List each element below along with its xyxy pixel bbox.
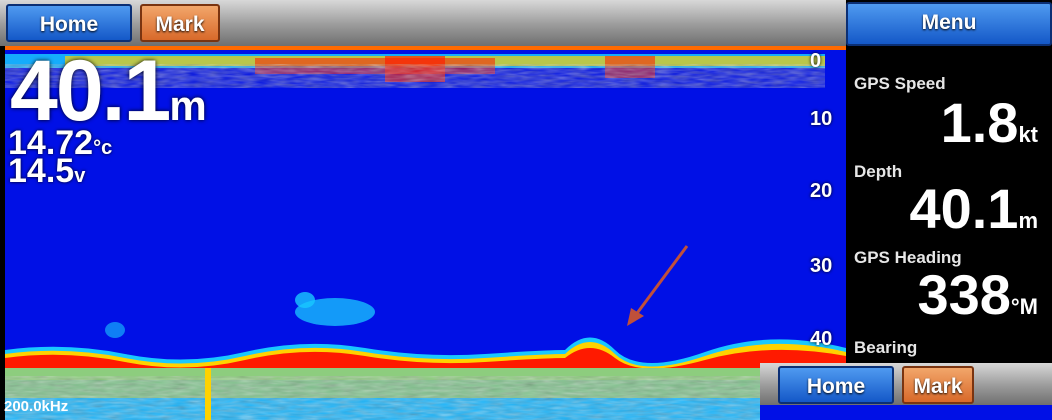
depth-scale-30: 30 (810, 255, 833, 277)
mark-button[interactable]: Mark (140, 4, 220, 42)
gps-heading-readout: 338°M (917, 263, 1038, 326)
data-panel: Menu GPS Speed 1.8kt Depth 40.1m GPS Hea… (846, 0, 1052, 420)
gps-speed-readout: 1.8kt (940, 91, 1038, 154)
surface-line (5, 46, 846, 50)
inset-sonar-strip (760, 405, 1052, 420)
water-temperature: 14.72°c (8, 124, 113, 162)
depth-readout: 40.1m (10, 48, 207, 134)
menu-button[interactable]: Menu (846, 2, 1052, 46)
depth-scale-40: 40 (810, 328, 833, 350)
top-toolbar: Home Mark (0, 0, 846, 46)
annotation-arrow (627, 245, 689, 326)
home-button[interactable]: Home (6, 4, 132, 42)
depth-field-readout: 40.1m (909, 177, 1038, 240)
sonar-display[interactable] (5, 50, 846, 420)
depth-value: 40.1 (10, 43, 171, 139)
depth-label: Depth (854, 162, 903, 181)
gps-heading-label: GPS Heading (854, 248, 962, 267)
depth-scale-20: 20 (810, 180, 833, 202)
inset-home-button[interactable]: Home (778, 366, 894, 404)
inset-preview: Home Mark (760, 363, 1052, 420)
inset-mark-button[interactable]: Mark (902, 366, 974, 404)
gps-speed-label: GPS Speed (854, 74, 946, 93)
frequency-label: 200.0kHz (4, 398, 69, 415)
depth-scale-0: 0 (810, 50, 822, 72)
depth-unit: m (169, 82, 207, 129)
voltage-readout: 14.5v (8, 152, 86, 190)
bottom-return (5, 337, 846, 420)
fish-returns (105, 292, 375, 338)
bearing-label: Bearing (854, 338, 918, 357)
depth-scale-10: 10 (810, 108, 833, 130)
surface-clutter (5, 54, 825, 88)
inset-toolbar: Home Mark (760, 363, 1052, 405)
